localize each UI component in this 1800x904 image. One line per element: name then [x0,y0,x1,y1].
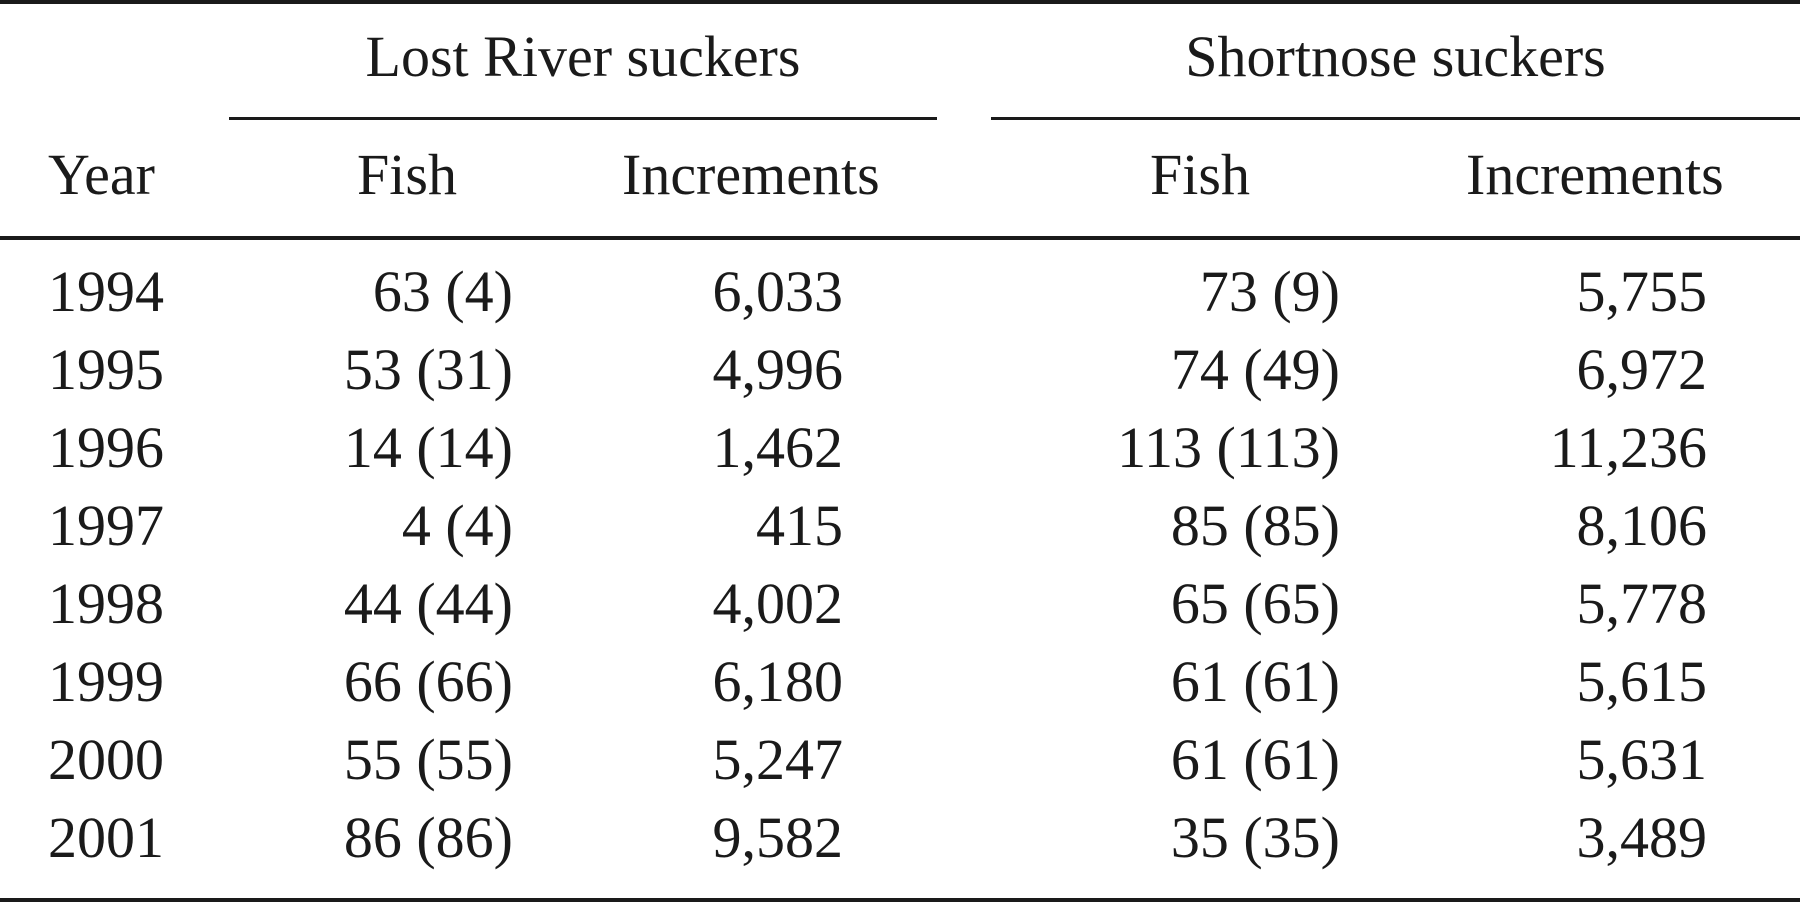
cell-lost-river-fish: 63 (4) [372,259,513,324]
header-rule [0,236,1800,240]
cell-lost-river-increments: 4,996 [712,337,844,402]
table-row: 2000 55 (55) 5,247 61 (61) 5,631 [0,731,1800,809]
cell-year: 1995 [48,337,164,402]
cell-lost-river-fish: 66 (66) [343,649,513,714]
cell-lost-river-increments: 5,247 [712,727,844,792]
cell-shortnose-increments: 5,755 [1576,259,1708,324]
table-row: 1995 53 (31) 4,996 74 (49) 6,972 [0,341,1800,419]
cell-year: 1998 [48,571,164,636]
cell-shortnose-fish: 65 (65) [1170,571,1340,636]
cell-year: 1999 [48,649,164,714]
cell-shortnose-fish: 61 (61) [1170,649,1340,714]
cell-shortnose-increments: 8,106 [1576,493,1708,558]
cell-lost-river-fish: 4 (4) [401,493,513,558]
cell-year: 1996 [48,415,164,480]
column-header-year: Year [48,142,155,207]
cell-lost-river-fish: 55 (55) [343,727,513,792]
cell-shortnose-increments: 11,236 [1549,415,1707,480]
cell-lost-river-increments: 6,180 [712,649,844,714]
cell-shortnose-increments: 5,778 [1576,571,1708,636]
column-header-lost-river-increments: Increments [622,142,880,207]
cell-lost-river-increments: 9,582 [712,805,844,870]
cell-lost-river-increments: 4,002 [712,571,844,636]
cell-lost-river-fish: 86 (86) [343,805,513,870]
cell-year: 1997 [48,493,164,558]
group-header-shortnose: Shortnose suckers [1185,24,1606,89]
cell-lost-river-fish: 14 (14) [343,415,513,480]
cell-shortnose-increments: 6,972 [1576,337,1708,402]
cell-shortnose-fish: 74 (49) [1170,337,1340,402]
table-top-rule [0,0,1800,4]
cell-lost-river-increments: 1,462 [712,415,844,480]
cell-lost-river-fish: 53 (31) [343,337,513,402]
cell-year: 2001 [48,805,164,870]
group-header-lost-river: Lost River suckers [365,24,801,89]
table-row: 2001 86 (86) 9,582 35 (35) 3,489 [0,809,1800,887]
cell-lost-river-increments: 6,033 [712,259,844,324]
cell-shortnose-fish: 73 (9) [1199,259,1340,324]
table-row: 1994 63 (4) 6,033 73 (9) 5,755 [0,263,1800,341]
group-rule-lost-river [229,117,937,120]
cell-year: 1994 [48,259,164,324]
cell-shortnose-increments: 5,631 [1576,727,1708,792]
group-rule-shortnose [991,117,1800,120]
table-row: 1998 44 (44) 4,002 65 (65) 5,778 [0,575,1800,653]
cell-lost-river-increments: 415 [756,493,843,558]
cell-shortnose-fish: 113 (113) [1117,415,1340,480]
cell-shortnose-increments: 3,489 [1576,805,1708,870]
cell-lost-river-fish: 44 (44) [343,571,513,636]
column-header-shortnose-fish: Fish [1150,142,1250,207]
cell-shortnose-fish: 35 (35) [1170,805,1340,870]
cell-shortnose-increments: 5,615 [1576,649,1708,714]
cell-shortnose-fish: 61 (61) [1170,727,1340,792]
column-header-shortnose-increments: Increments [1466,142,1724,207]
cell-year: 2000 [48,727,164,792]
table-bottom-rule [0,898,1800,902]
table-body: 1994 63 (4) 6,033 73 (9) 5,755 1995 53 (… [0,263,1800,887]
table-row: 1997 4 (4) 415 85 (85) 8,106 [0,497,1800,575]
cell-shortnose-fish: 85 (85) [1170,493,1340,558]
table-row: 1996 14 (14) 1,462 113 (113) 11,236 [0,419,1800,497]
column-header-lost-river-fish: Fish [357,142,457,207]
table-row: 1999 66 (66) 6,180 61 (61) 5,615 [0,653,1800,731]
